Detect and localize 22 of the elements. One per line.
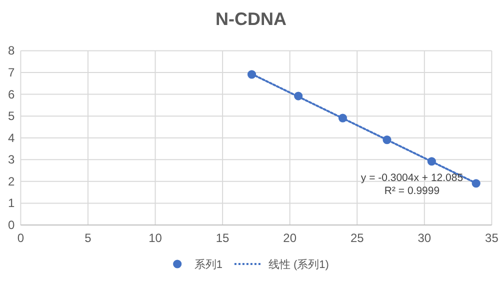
x-tick-label: 25 (350, 231, 364, 245)
y-tick-label: 6 (8, 87, 16, 102)
x-tick-label: 15 (216, 231, 230, 245)
x-tick-label: 30 (418, 231, 432, 245)
y-tick-label: 4 (8, 130, 16, 145)
x-tick-label: 20 (283, 231, 297, 245)
legend-label: 系列1 (194, 258, 222, 271)
y-tick-label: 2 (8, 174, 16, 188)
annotation: y = -0.3004x + 12.085 (360, 172, 464, 184)
chart-title: N-CDNA (216, 9, 286, 29)
x-tick-label: 10 (148, 231, 162, 245)
y-tick-label: 5 (8, 109, 16, 124)
y-tick-label: 7 (8, 65, 16, 80)
x-tick-label: 35 (485, 231, 499, 245)
legend-label: 线性 (系列1) (268, 258, 329, 271)
x-tick-label: 0 (17, 231, 24, 245)
y-tick-label: 3 (8, 152, 16, 167)
y-tick-label: 0 (8, 218, 16, 232)
y-tick-label: 8 (8, 44, 16, 58)
y-tick-label: 1 (8, 196, 16, 210)
x-tick-label: 5 (84, 231, 92, 245)
annotation: R² = 0.9999 (384, 185, 440, 197)
